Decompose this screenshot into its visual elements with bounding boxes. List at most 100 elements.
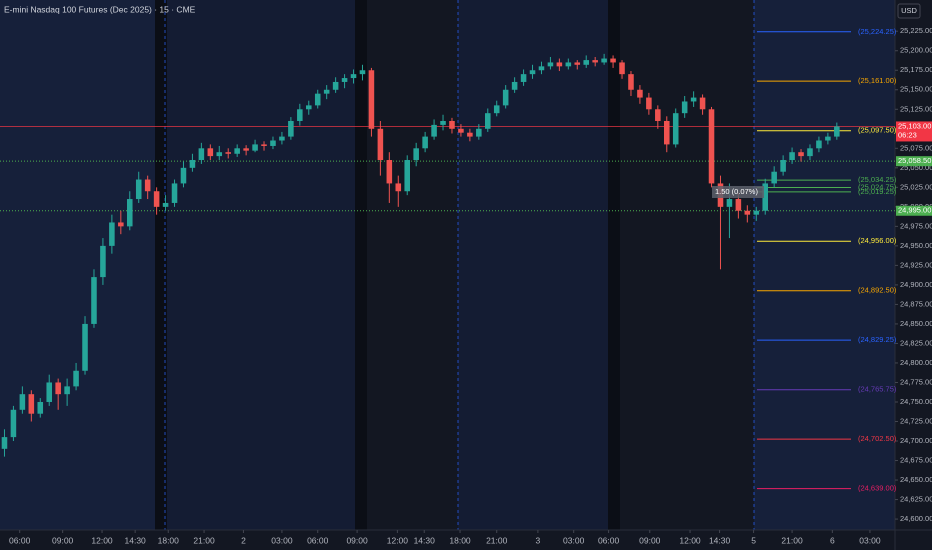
candle-body: [664, 120, 670, 145]
candle-body: [118, 222, 124, 227]
annotation-box: [712, 186, 764, 198]
candle-body: [73, 370, 79, 387]
candle-body: [467, 132, 473, 137]
session-gap: [155, 0, 167, 530]
y-tick-label: 25,200.00: [900, 46, 932, 55]
price-tag: [896, 205, 932, 216]
candle-body: [341, 78, 348, 82]
candle-body: [520, 74, 527, 82]
candle-body: [377, 128, 384, 161]
price-tag-label: 25,058.50: [898, 156, 931, 165]
candle-body: [144, 179, 151, 192]
candle-body: [646, 97, 652, 110]
candle-body: [699, 97, 706, 110]
candle-body: [359, 70, 366, 75]
x-tick-label: 21:00: [193, 535, 215, 545]
candle-body: [619, 62, 625, 75]
level-label: (25,034.25): [858, 175, 897, 184]
y-tick-label: 24,625.00: [900, 495, 932, 504]
y-tick-label: 24,950.00: [900, 241, 932, 250]
y-tick-label: 24,825.00: [900, 338, 932, 347]
currency-box[interactable]: [897, 3, 921, 19]
candle-body: [270, 140, 276, 146]
x-tick-label: 06:00: [598, 535, 620, 545]
x-tick-label: 18:00: [158, 535, 180, 545]
candle-body: [574, 62, 581, 65]
y-tick-label: 25,175.00: [900, 65, 932, 74]
y-tick-label: 24,775.00: [900, 377, 932, 386]
x-tick-label: 09:00: [52, 535, 74, 545]
candle-body: [314, 93, 321, 106]
candle-body: [476, 128, 482, 137]
level-label: (24,829.25): [858, 335, 897, 344]
price-tag: [896, 121, 932, 142]
candle-body: [28, 394, 35, 414]
candle-body: [798, 152, 804, 157]
x-tick-label: 03:00: [859, 535, 881, 545]
candle-body: [547, 62, 554, 67]
x-tick-label: 09:00: [639, 535, 661, 545]
candle-body: [672, 113, 679, 145]
y-tick-label: 24,700.00: [900, 436, 932, 445]
candle-body: [771, 171, 777, 184]
y-tick-label: 24,800.00: [900, 358, 932, 367]
candle-body: [628, 74, 634, 90]
candle-body: [127, 199, 133, 227]
level-label: (25,019.25): [858, 187, 897, 196]
session-band: [754, 0, 895, 530]
candle-body: [252, 144, 258, 151]
candle-body: [153, 191, 160, 207]
candle-body: [395, 183, 402, 192]
candle-body: [592, 60, 598, 63]
y-tick-label: 24,750.00: [900, 397, 932, 406]
candle-body: [529, 70, 536, 75]
session-band: [167, 0, 355, 530]
candle-body: [565, 62, 572, 67]
candle-body: [753, 210, 760, 215]
candle-body: [1, 437, 8, 449]
session-gap: [355, 0, 367, 530]
x-tick-label: 5: [751, 535, 756, 545]
chart-title: E-mini Nasdaq 100 Futures (Dec 2025) · 1…: [4, 4, 196, 14]
candle-body: [243, 148, 249, 151]
x-tick-label: 14:30: [125, 535, 147, 545]
candle-body: [100, 245, 106, 278]
session-gap: [608, 0, 620, 530]
level-label: (24,956.00): [858, 236, 897, 245]
candle-body: [162, 202, 169, 207]
candle-body: [37, 401, 44, 414]
level-label: (24,892.50): [858, 286, 897, 295]
candle-body: [288, 120, 294, 137]
candle-body: [368, 70, 375, 129]
candle-body: [180, 167, 187, 184]
x-tick-label: 06:00: [9, 535, 31, 545]
candle-body: [431, 124, 437, 137]
candle-body: [46, 382, 52, 402]
y-tick-label: 24,600.00: [900, 514, 932, 523]
level-label: (25,024.75): [858, 183, 897, 192]
candle-body: [440, 120, 446, 125]
x-tick-label: 2: [241, 535, 246, 545]
candle-body: [64, 386, 70, 395]
candle-body: [225, 152, 231, 154]
x-tick-label: 12:00: [91, 535, 113, 545]
candle-body: [583, 60, 589, 65]
candle-body: [91, 277, 97, 324]
level-label: (24,702.50): [858, 434, 897, 443]
candle-body: [834, 126, 840, 137]
candle-body: [171, 183, 178, 203]
level-label: (24,639.00): [858, 484, 897, 493]
candle-body: [413, 148, 419, 161]
price-tag: [896, 156, 932, 167]
candle-body: [19, 394, 26, 410]
candle-body: [780, 160, 786, 172]
x-tick-label: 12:00: [387, 535, 409, 545]
candle-body: [449, 120, 455, 129]
y-tick-label: 25,150.00: [900, 85, 932, 94]
candle-body: [708, 109, 715, 184]
candle-body: [404, 160, 410, 192]
candle-body: [458, 128, 464, 133]
x-tick-label: 14:30: [709, 535, 731, 545]
candle-body: [485, 113, 491, 129]
candle-body: [135, 179, 142, 200]
